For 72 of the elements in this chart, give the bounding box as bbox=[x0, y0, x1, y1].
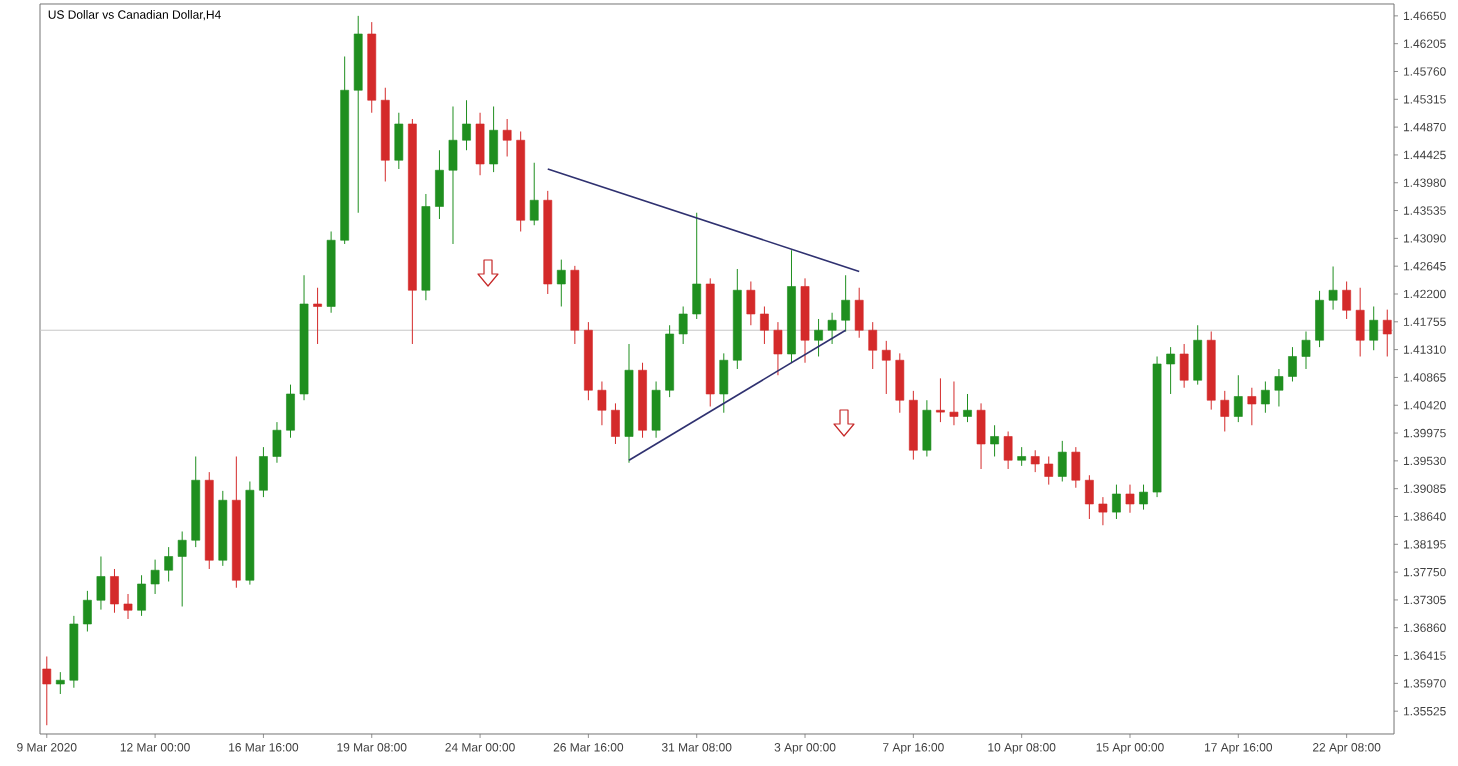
candlestick bbox=[1288, 346, 1297, 382]
candlestick bbox=[1328, 265, 1338, 311]
candlestick bbox=[881, 340, 891, 395]
candlestick bbox=[868, 321, 878, 370]
candlestick bbox=[1166, 346, 1175, 395]
candlestick bbox=[1044, 455, 1054, 486]
candlestick bbox=[502, 118, 512, 157]
candlestick bbox=[1315, 290, 1324, 348]
candlestick bbox=[719, 352, 729, 414]
candlestick bbox=[259, 446, 268, 498]
candlestick bbox=[475, 112, 485, 176]
candlestick bbox=[841, 274, 851, 332]
candlestick bbox=[976, 402, 986, 470]
candlestick bbox=[1030, 449, 1040, 473]
candlestick bbox=[597, 380, 607, 426]
candlestick bbox=[814, 318, 823, 357]
candlestick bbox=[448, 105, 458, 245]
candlestick bbox=[963, 393, 972, 423]
candlestick bbox=[773, 321, 783, 376]
candlestick bbox=[1369, 305, 1379, 351]
candlestick bbox=[462, 99, 471, 151]
candlestick bbox=[651, 380, 661, 439]
candlestick bbox=[272, 421, 282, 464]
candlestick bbox=[1098, 496, 1108, 526]
candlestick bbox=[854, 287, 864, 339]
candlestick bbox=[1233, 374, 1243, 423]
candlestick bbox=[1125, 484, 1135, 514]
candlestick bbox=[760, 305, 769, 345]
candlestick bbox=[137, 574, 146, 617]
candlestick bbox=[42, 656, 52, 726]
candlestick bbox=[895, 352, 905, 414]
candlestick bbox=[611, 402, 620, 445]
candlestick bbox=[286, 384, 295, 439]
candlestick bbox=[1017, 446, 1027, 467]
candlestick bbox=[164, 546, 174, 582]
candlestick bbox=[827, 312, 837, 345]
candlestick bbox=[1057, 440, 1067, 482]
candlestick bbox=[83, 590, 92, 632]
candlestick bbox=[1247, 387, 1257, 426]
candlestick bbox=[746, 280, 756, 326]
candlestick bbox=[1355, 287, 1365, 357]
candlestick bbox=[556, 259, 566, 307]
candlestick bbox=[1139, 484, 1148, 511]
candlestick bbox=[150, 559, 160, 595]
candlestick bbox=[394, 112, 404, 170]
candlestick bbox=[313, 287, 322, 345]
candlestick bbox=[1071, 446, 1081, 489]
candlestick bbox=[1261, 380, 1270, 414]
candlestick bbox=[1179, 343, 1189, 389]
candlestick bbox=[990, 424, 999, 457]
candlestick bbox=[1382, 309, 1392, 357]
candlestick bbox=[123, 593, 133, 620]
candlestick bbox=[1220, 390, 1230, 432]
candlestick bbox=[949, 380, 959, 426]
candlestick bbox=[110, 568, 119, 614]
candlestick bbox=[177, 530, 187, 607]
candlestick bbox=[529, 162, 539, 226]
candlestick bbox=[1274, 368, 1284, 407]
candlestick bbox=[1342, 280, 1351, 320]
candlestick bbox=[1112, 484, 1121, 520]
candlestick bbox=[936, 377, 945, 423]
candlestick bbox=[692, 212, 702, 320]
candlestick bbox=[1003, 430, 1013, 470]
candlestick bbox=[489, 105, 498, 173]
candlestick bbox=[1301, 330, 1311, 370]
candlestick bbox=[922, 399, 932, 457]
candlestick bbox=[435, 149, 444, 220]
candlestick bbox=[678, 305, 688, 345]
candlestick bbox=[96, 555, 106, 611]
candlestick bbox=[1193, 324, 1203, 386]
candlestick bbox=[1085, 474, 1094, 520]
candlestick bbox=[55, 671, 65, 695]
